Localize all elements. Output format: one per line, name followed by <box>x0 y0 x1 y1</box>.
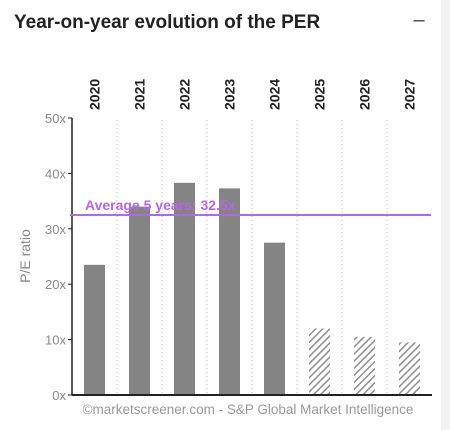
y-tick-label: 30x <box>45 222 66 237</box>
source-credit: ©marketscreener.com - S&P Global Market … <box>83 402 414 417</box>
axes: P/E ratio 2020 2021 2022 2023 2024 2025 2026 20… <box>17 79 432 403</box>
category-label: 2024 <box>267 79 283 110</box>
category-label: 2026 <box>357 79 373 110</box>
average-annotation: Average 5 years: 32.5x <box>70 197 431 216</box>
bar-2024[interactable] <box>264 242 285 395</box>
scrollbar-track[interactable] <box>441 0 450 430</box>
y-tick-label: 50x <box>45 111 66 126</box>
bar-2025[interactable] <box>309 328 330 395</box>
bars <box>84 182 420 395</box>
chart-title: Year-on-year evolution of the PER <box>14 12 321 33</box>
bar-2023[interactable] <box>219 188 240 395</box>
bar-2020[interactable] <box>84 264 105 395</box>
y-tick-label: 20x <box>45 277 66 292</box>
bar-2027[interactable] <box>399 342 420 395</box>
category-label: 2023 <box>222 79 238 110</box>
y-tick-label: 0x <box>52 388 66 403</box>
bar-2026[interactable] <box>354 336 375 395</box>
y-axis-title: P/E ratio <box>17 229 33 283</box>
grid <box>116 120 388 395</box>
category-label: 2027 <box>402 79 418 110</box>
category-label: 2022 <box>177 79 193 110</box>
bar-2022[interactable] <box>174 182 195 395</box>
average-label: Average 5 years: 32.5x <box>85 197 236 213</box>
category-label: 2020 <box>87 79 103 110</box>
category-label: 2021 <box>132 79 148 110</box>
y-tick-label: 40x <box>45 166 66 181</box>
category-label: 2025 <box>312 79 328 110</box>
collapse-button[interactable]: – <box>413 9 425 31</box>
bar-2021[interactable] <box>129 206 150 395</box>
y-tick-label: 10x <box>45 333 66 348</box>
